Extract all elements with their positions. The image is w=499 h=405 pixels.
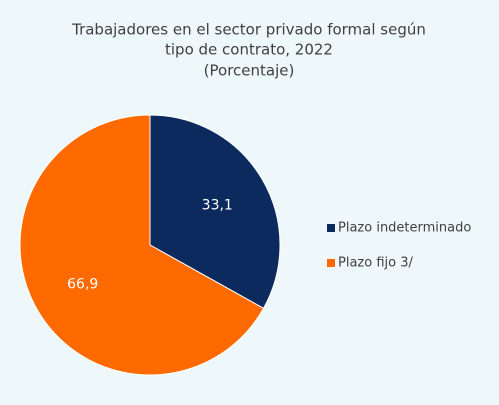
data-label: 66,9 — [67, 276, 98, 292]
chart-title: Trabajadores en el sector privado formal… — [71, 21, 426, 39]
pie-slice — [19, 114, 265, 376]
pie-slice — [149, 114, 281, 310]
legend-swatch — [327, 259, 335, 267]
legend-swatch — [327, 224, 335, 232]
chart-title: tipo de contrato, 2022 — [165, 41, 333, 59]
legend-label: Plazo indeterminado — [338, 221, 471, 236]
data-label: 33,1 — [202, 198, 233, 214]
chart-subtitle: (Porcentaje) — [204, 62, 295, 80]
legend-label: Plazo fijo 3/ — [338, 256, 413, 271]
